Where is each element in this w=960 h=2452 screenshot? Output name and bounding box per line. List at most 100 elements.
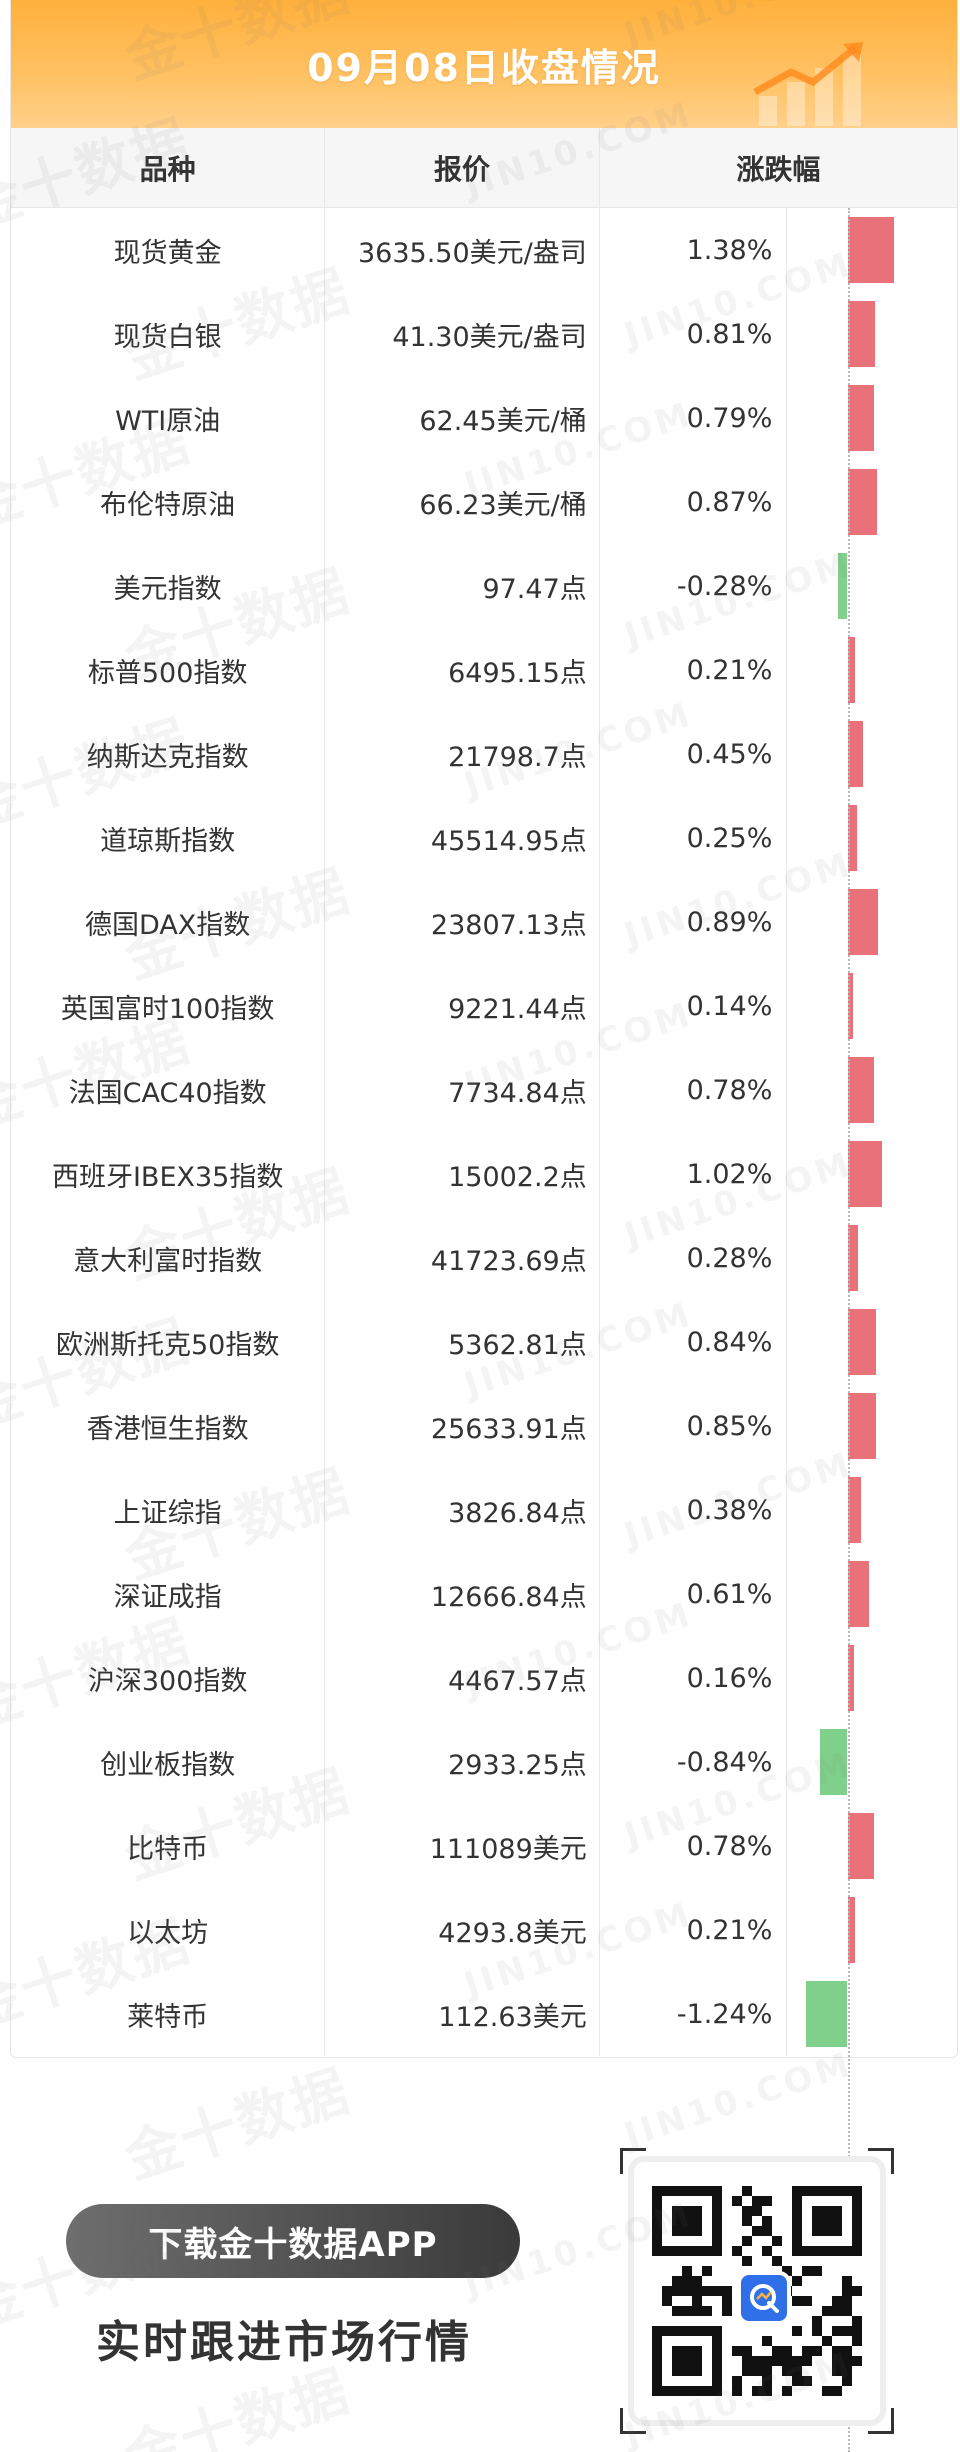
change-bar-up — [848, 1897, 856, 1963]
watermark-text: 金十数据 — [117, 2058, 358, 2193]
row-change: 0.81% — [600, 292, 788, 376]
change-bar-cell — [787, 376, 957, 460]
qr-module — [772, 2346, 782, 2356]
qr-module — [802, 2376, 812, 2386]
row-change: 0.89% — [600, 880, 788, 964]
qr-module — [812, 2316, 822, 2326]
qr-module — [792, 2296, 802, 2306]
qr-module — [712, 2286, 722, 2296]
change-bar-up — [848, 805, 857, 871]
row-name: 西班牙IBEX35指数 — [11, 1132, 326, 1216]
qr-corner-bracket — [620, 2148, 646, 2174]
change-bar-down — [838, 553, 848, 619]
qr-module — [822, 2386, 832, 2396]
qr-module — [752, 2196, 762, 2206]
qr-module — [812, 2206, 842, 2236]
qr-module — [762, 2226, 772, 2236]
table-row: 法国CAC40指数 7734.84点 0.78% — [11, 1048, 957, 1132]
change-bar-cell — [787, 1384, 957, 1468]
row-change: 0.78% — [600, 1804, 788, 1888]
qr-module — [842, 2306, 852, 2316]
row-name: 布伦特原油 — [11, 460, 326, 544]
change-bar-cell — [787, 1888, 957, 1972]
row-price: 41.30美元/盎司 — [325, 292, 600, 376]
change-bar-cell — [787, 880, 957, 964]
qr-module — [742, 2236, 752, 2246]
row-change: 0.78% — [600, 1048, 788, 1132]
change-bar-cell — [787, 1300, 957, 1384]
change-bar-up — [848, 1057, 875, 1123]
qr-module — [752, 2366, 762, 2376]
row-price: 7734.84点 — [325, 1048, 600, 1132]
qr-module — [772, 2256, 782, 2266]
qr-module — [842, 2356, 852, 2366]
qr-module — [792, 2276, 802, 2286]
row-price: 9221.44点 — [325, 964, 600, 1048]
qr-module — [842, 2286, 852, 2296]
row-name: 比特币 — [11, 1804, 326, 1888]
row-price: 66.23美元/桶 — [325, 460, 600, 544]
row-change: 0.79% — [600, 376, 788, 460]
change-bar-cell — [787, 1972, 957, 2056]
row-name: 英国富时100指数 — [11, 964, 326, 1048]
qr-module — [792, 2326, 802, 2336]
change-bar-up — [848, 469, 878, 535]
change-bar-cell — [787, 460, 957, 544]
qr-module — [822, 2306, 832, 2316]
row-change: -0.84% — [600, 1720, 788, 1804]
qr-module — [802, 2356, 812, 2366]
change-bar-up — [848, 1393, 877, 1459]
change-bar-cell — [787, 1216, 957, 1300]
qr-module — [752, 2226, 762, 2236]
change-bar-up — [848, 1561, 869, 1627]
qr-module — [832, 2326, 842, 2336]
row-name: 以太坊 — [11, 1888, 326, 1972]
qr-module — [842, 2296, 852, 2306]
row-name: 深证成指 — [11, 1552, 326, 1636]
column-header-change: 涨跌幅 — [736, 152, 821, 186]
qr-module — [692, 2296, 702, 2306]
qr-module — [852, 2326, 862, 2336]
qr-module — [692, 2286, 702, 2296]
row-price: 3635.50美元/盎司 — [325, 208, 600, 292]
row-change: 0.16% — [600, 1636, 788, 1720]
zero-baseline — [848, 208, 850, 2452]
table-body: 现货黄金 3635.50美元/盎司 1.38% 现货白银 41.30美元/盎司 0.81%… — [11, 208, 957, 2056]
qr-module — [812, 2266, 822, 2276]
chart-up-icon — [753, 42, 863, 126]
change-bar-cell — [787, 544, 957, 628]
change-bar-cell — [787, 1636, 957, 1720]
qr-module — [762, 2246, 772, 2256]
qr-module — [772, 2236, 782, 2246]
table-row: 比特币 111089美元 0.78% — [11, 1804, 957, 1888]
qr-code-icon — [634, 2162, 880, 2420]
row-name: 现货白银 — [11, 292, 326, 376]
change-bar-cell — [787, 1552, 957, 1636]
row-name: 意大利富时指数 — [11, 1216, 326, 1300]
row-price: 15002.2点 — [325, 1132, 600, 1216]
row-change: 0.84% — [600, 1300, 788, 1384]
download-app-button[interactable]: 下载金十数据APP — [66, 2204, 520, 2278]
qr-module — [762, 2356, 772, 2366]
row-name: 欧洲斯托克50指数 — [11, 1300, 326, 1384]
qr-module — [792, 2366, 802, 2376]
qr-module — [742, 2186, 752, 2196]
row-change: -0.28% — [600, 544, 788, 628]
row-change: 1.38% — [600, 208, 788, 292]
change-bar-up — [848, 1225, 858, 1291]
qr-module — [832, 2386, 842, 2396]
row-change: 0.25% — [600, 796, 788, 880]
qr-module — [832, 2296, 842, 2306]
row-change: 0.38% — [600, 1468, 788, 1552]
qr-module — [732, 2386, 742, 2396]
row-price: 5362.81点 — [325, 1300, 600, 1384]
table-row: 意大利富时指数 41723.69点 0.28% — [11, 1216, 957, 1300]
qr-module — [692, 2276, 702, 2286]
qr-module — [672, 2346, 702, 2376]
qr-module — [672, 2206, 702, 2236]
qr-module — [762, 2366, 772, 2376]
change-bar-up — [848, 1309, 877, 1375]
row-price: 3826.84点 — [325, 1468, 600, 1552]
qr-module — [692, 2306, 702, 2316]
qr-module — [682, 2306, 692, 2316]
